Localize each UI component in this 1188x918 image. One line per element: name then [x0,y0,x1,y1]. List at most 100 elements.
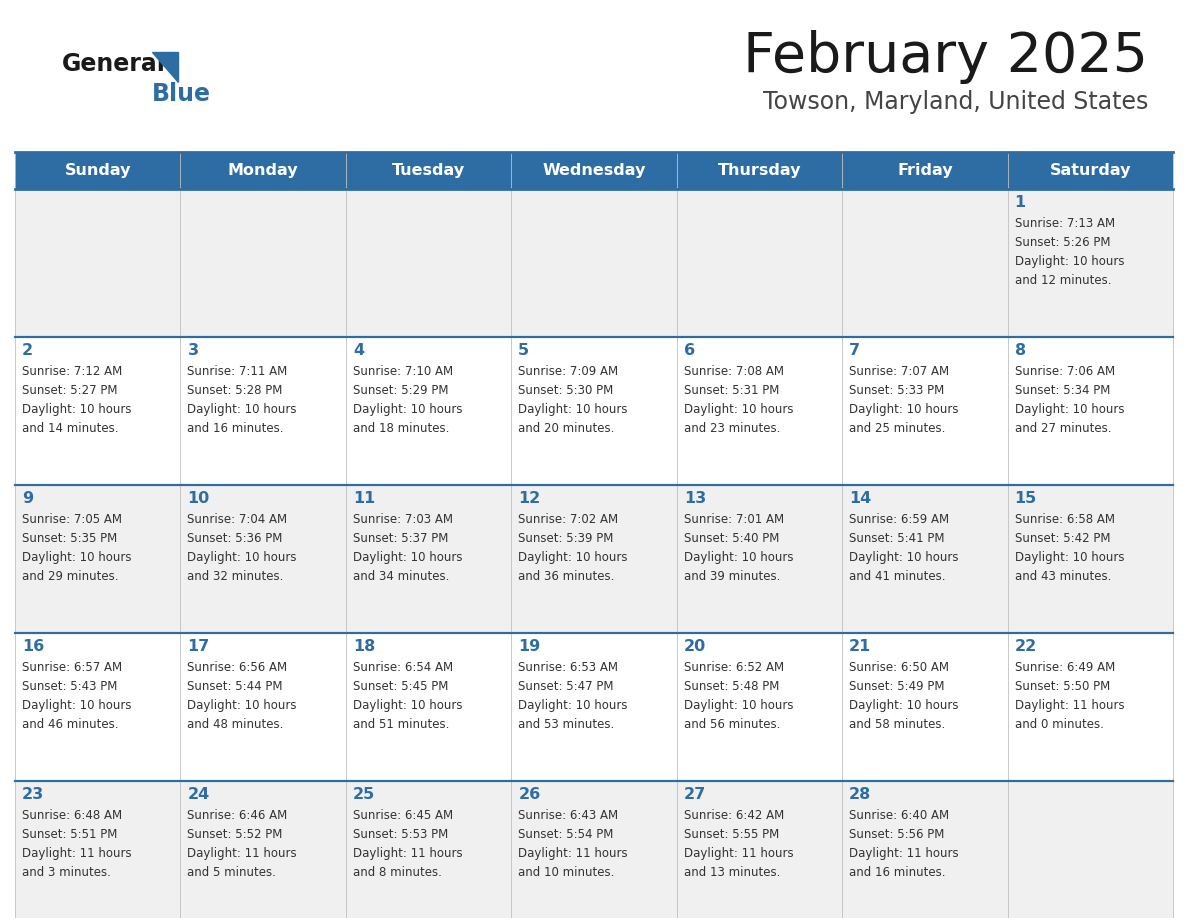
Text: and 41 minutes.: and 41 minutes. [849,570,946,583]
Text: Sunrise: 6:49 AM: Sunrise: 6:49 AM [1015,661,1114,674]
Text: 7: 7 [849,343,860,358]
Text: 15: 15 [1015,491,1037,506]
Bar [511,633,677,781]
Bar [346,152,511,189]
Text: 11: 11 [353,491,375,506]
Text: Sunset: 5:37 PM: Sunset: 5:37 PM [353,532,448,545]
Text: Sunrise: 7:05 AM: Sunrise: 7:05 AM [23,513,122,526]
Bar [677,633,842,781]
Bar [181,633,346,781]
Text: and 14 minutes.: and 14 minutes. [23,422,119,435]
Text: Daylight: 11 hours: Daylight: 11 hours [518,847,628,860]
Text: Daylight: 10 hours: Daylight: 10 hours [353,551,462,564]
Text: 14: 14 [849,491,871,506]
Text: Daylight: 10 hours: Daylight: 10 hours [1015,255,1124,268]
Bar [1007,189,1173,337]
Bar [511,152,677,189]
Bar [511,485,677,633]
Text: 4: 4 [353,343,364,358]
Text: 10: 10 [188,491,209,506]
Bar [842,633,1007,781]
Text: Daylight: 10 hours: Daylight: 10 hours [188,403,297,416]
Bar [15,633,181,781]
Text: Daylight: 10 hours: Daylight: 10 hours [518,403,627,416]
Text: Daylight: 10 hours: Daylight: 10 hours [684,403,794,416]
Bar [346,189,511,337]
Text: and 25 minutes.: and 25 minutes. [849,422,946,435]
Text: and 23 minutes.: and 23 minutes. [684,422,781,435]
Bar [511,337,677,485]
Bar [842,337,1007,485]
Text: Sunrise: 6:57 AM: Sunrise: 6:57 AM [23,661,122,674]
Bar [1007,337,1173,485]
Text: Daylight: 11 hours: Daylight: 11 hours [188,847,297,860]
Text: February 2025: February 2025 [742,30,1148,84]
Text: Sunset: 5:39 PM: Sunset: 5:39 PM [518,532,614,545]
Text: Towson, Maryland, United States: Towson, Maryland, United States [763,90,1148,114]
Bar [346,781,511,918]
Text: Sunrise: 7:04 AM: Sunrise: 7:04 AM [188,513,287,526]
Text: 20: 20 [684,639,706,654]
Text: Daylight: 11 hours: Daylight: 11 hours [353,847,462,860]
Bar [181,337,346,485]
Text: and 0 minutes.: and 0 minutes. [1015,718,1104,731]
Text: and 48 minutes.: and 48 minutes. [188,718,284,731]
Text: 28: 28 [849,787,871,802]
Polygon shape [152,52,178,82]
Text: and 8 minutes.: and 8 minutes. [353,866,442,879]
Bar [181,485,346,633]
Text: and 39 minutes.: and 39 minutes. [684,570,781,583]
Text: Daylight: 10 hours: Daylight: 10 hours [1015,551,1124,564]
Text: Sunrise: 6:53 AM: Sunrise: 6:53 AM [518,661,618,674]
Text: Daylight: 10 hours: Daylight: 10 hours [1015,403,1124,416]
Bar [842,152,1007,189]
Text: and 43 minutes.: and 43 minutes. [1015,570,1111,583]
Text: and 53 minutes.: and 53 minutes. [518,718,614,731]
Text: 1: 1 [1015,195,1025,210]
Text: Sunset: 5:40 PM: Sunset: 5:40 PM [684,532,779,545]
Text: Friday: Friday [897,163,953,178]
Text: Sunrise: 7:08 AM: Sunrise: 7:08 AM [684,365,784,378]
Text: Sunset: 5:53 PM: Sunset: 5:53 PM [353,828,448,841]
Text: Sunrise: 7:07 AM: Sunrise: 7:07 AM [849,365,949,378]
Bar [842,781,1007,918]
Text: Sunset: 5:33 PM: Sunset: 5:33 PM [849,384,944,397]
Text: 3: 3 [188,343,198,358]
Text: Sunrise: 6:58 AM: Sunrise: 6:58 AM [1015,513,1114,526]
Text: Sunrise: 7:09 AM: Sunrise: 7:09 AM [518,365,619,378]
Text: Thursday: Thursday [718,163,801,178]
Text: Sunrise: 7:06 AM: Sunrise: 7:06 AM [1015,365,1114,378]
Text: Sunset: 5:26 PM: Sunset: 5:26 PM [1015,236,1110,249]
Text: Sunset: 5:45 PM: Sunset: 5:45 PM [353,680,448,693]
Text: Sunset: 5:52 PM: Sunset: 5:52 PM [188,828,283,841]
Text: Sunset: 5:47 PM: Sunset: 5:47 PM [518,680,614,693]
Text: Daylight: 10 hours: Daylight: 10 hours [353,403,462,416]
Text: Sunrise: 7:12 AM: Sunrise: 7:12 AM [23,365,122,378]
Text: Sunset: 5:31 PM: Sunset: 5:31 PM [684,384,779,397]
Text: 8: 8 [1015,343,1025,358]
Text: and 58 minutes.: and 58 minutes. [849,718,946,731]
Text: and 27 minutes.: and 27 minutes. [1015,422,1111,435]
Text: Sunset: 5:29 PM: Sunset: 5:29 PM [353,384,448,397]
Text: Daylight: 10 hours: Daylight: 10 hours [518,699,627,712]
Text: Sunset: 5:56 PM: Sunset: 5:56 PM [849,828,944,841]
Text: 12: 12 [518,491,541,506]
Bar [15,189,181,337]
Text: 9: 9 [23,491,33,506]
Text: Daylight: 11 hours: Daylight: 11 hours [849,847,959,860]
Text: Daylight: 11 hours: Daylight: 11 hours [23,847,132,860]
Text: and 46 minutes.: and 46 minutes. [23,718,119,731]
Text: and 10 minutes.: and 10 minutes. [518,866,614,879]
Text: Daylight: 11 hours: Daylight: 11 hours [1015,699,1124,712]
Bar [677,337,842,485]
Bar [15,152,181,189]
Text: 25: 25 [353,787,375,802]
Text: Sunset: 5:27 PM: Sunset: 5:27 PM [23,384,118,397]
Text: 16: 16 [23,639,44,654]
Text: Daylight: 10 hours: Daylight: 10 hours [188,551,297,564]
Text: Daylight: 10 hours: Daylight: 10 hours [849,551,959,564]
Bar [1007,633,1173,781]
Bar [181,189,346,337]
Bar [677,485,842,633]
Text: Saturday: Saturday [1049,163,1131,178]
